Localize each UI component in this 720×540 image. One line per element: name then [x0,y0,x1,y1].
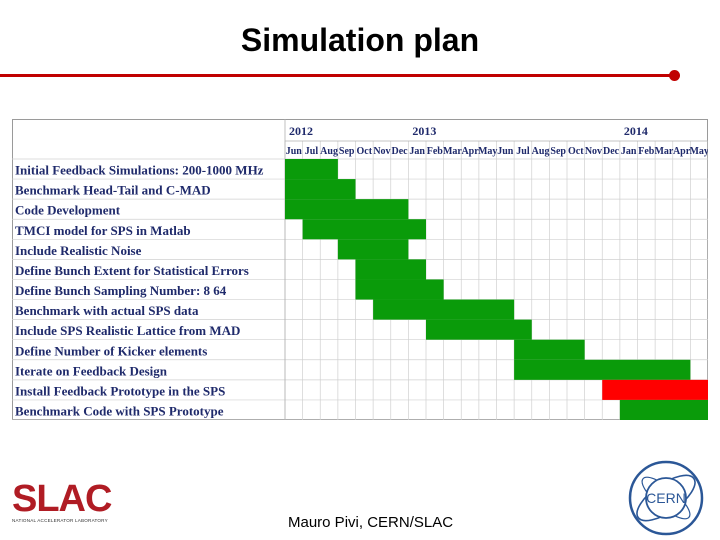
cern-logo-text: CERN [646,490,686,506]
gantt-bar [514,359,691,380]
gantt-month-label: Apr [673,146,691,157]
gantt-month-label: Mar [654,146,673,157]
gantt-bar [514,339,585,360]
gantt-month-label: May [689,146,708,157]
gantt-task-label: Define Bunch Extent for Statistical Erro… [15,263,249,278]
gantt-month-label: Nov [585,146,602,157]
gantt-bar [426,319,532,340]
gantt-task-label: Define Number of Kicker elements [15,343,207,358]
gantt-task-label: Iterate on Feedback Design [15,363,168,378]
gantt-year-label: 2013 [412,124,436,138]
gantt-year-label: 2012 [289,124,313,138]
slac-logo-text: SLAC [12,478,112,520]
gantt-month-label: Jun [497,146,514,157]
gantt-month-label: Aug [532,146,550,157]
cern-logo: CERN [628,460,704,536]
gantt-bar [355,279,444,300]
gantt-task-label: Initial Feedback Simulations: 200-1000 M… [15,163,264,178]
gantt-task-label: Benchmark Head-Tail and C-MAD [15,183,211,198]
gantt-bar [337,239,409,260]
gantt-month-label: Feb [427,146,444,157]
gantt-task-label: Code Development [15,203,121,218]
gantt-task-label: Install Feedback Prototype in the SPS [15,383,225,398]
gantt-month-label: Nov [373,146,390,157]
gantt-month-label: Dec [603,146,620,157]
title-rule [0,74,676,77]
gantt-month-label: Sep [550,146,566,157]
gantt-month-label: May [478,146,497,157]
gantt-task-label: Benchmark Code with SPS Prototype [15,404,224,419]
gantt-task-label: Include SPS Realistic Lattice from MAD [15,323,240,338]
slide-title: Simulation plan [240,22,480,58]
gantt-task-label: Include Realistic Noise [15,243,142,258]
gantt-bar [285,199,409,220]
gantt-month-label: Oct [568,146,584,157]
gantt-month-label: Feb [638,146,655,157]
gantt-bar [285,159,338,180]
gantt-bar [355,259,426,280]
gantt-month-label: Apr [461,146,479,157]
gantt-month-label: Jul [516,146,530,157]
gantt-year-label: 2014 [624,124,648,138]
gantt-bar [302,219,426,240]
gantt-bar [285,179,356,200]
gantt-bar [619,399,708,420]
footer-text: Mauro Pivi, CERN/SLAC [288,514,454,531]
gantt-month-label: Jun [286,146,303,157]
slac-logo-subtext: NATIONAL ACCELERATOR LABORATORY [12,518,108,523]
gantt-month-label: Aug [320,146,338,157]
slac-logo: SLAC NATIONAL ACCELERATOR LABORATORY [12,480,122,528]
gantt-month-label: Jul [305,146,319,157]
gantt-month-label: Oct [357,146,373,157]
gantt-bar [373,299,515,320]
gantt-month-label: Jan [409,146,425,157]
title-rule-dot [669,70,680,81]
gantt-month-label: Mar [443,146,462,157]
gantt-task-label: Benchmark with actual SPS data [15,303,199,318]
gantt-task-label: Define Bunch Sampling Number: 8 64 [15,283,227,298]
gantt-month-label: Jan [621,146,637,157]
gantt-month-label: Sep [339,146,355,157]
gantt-task-label: TMCI model for SPS in Matlab [15,223,191,238]
gantt-bar [602,379,708,400]
gantt-month-label: Dec [392,146,409,157]
